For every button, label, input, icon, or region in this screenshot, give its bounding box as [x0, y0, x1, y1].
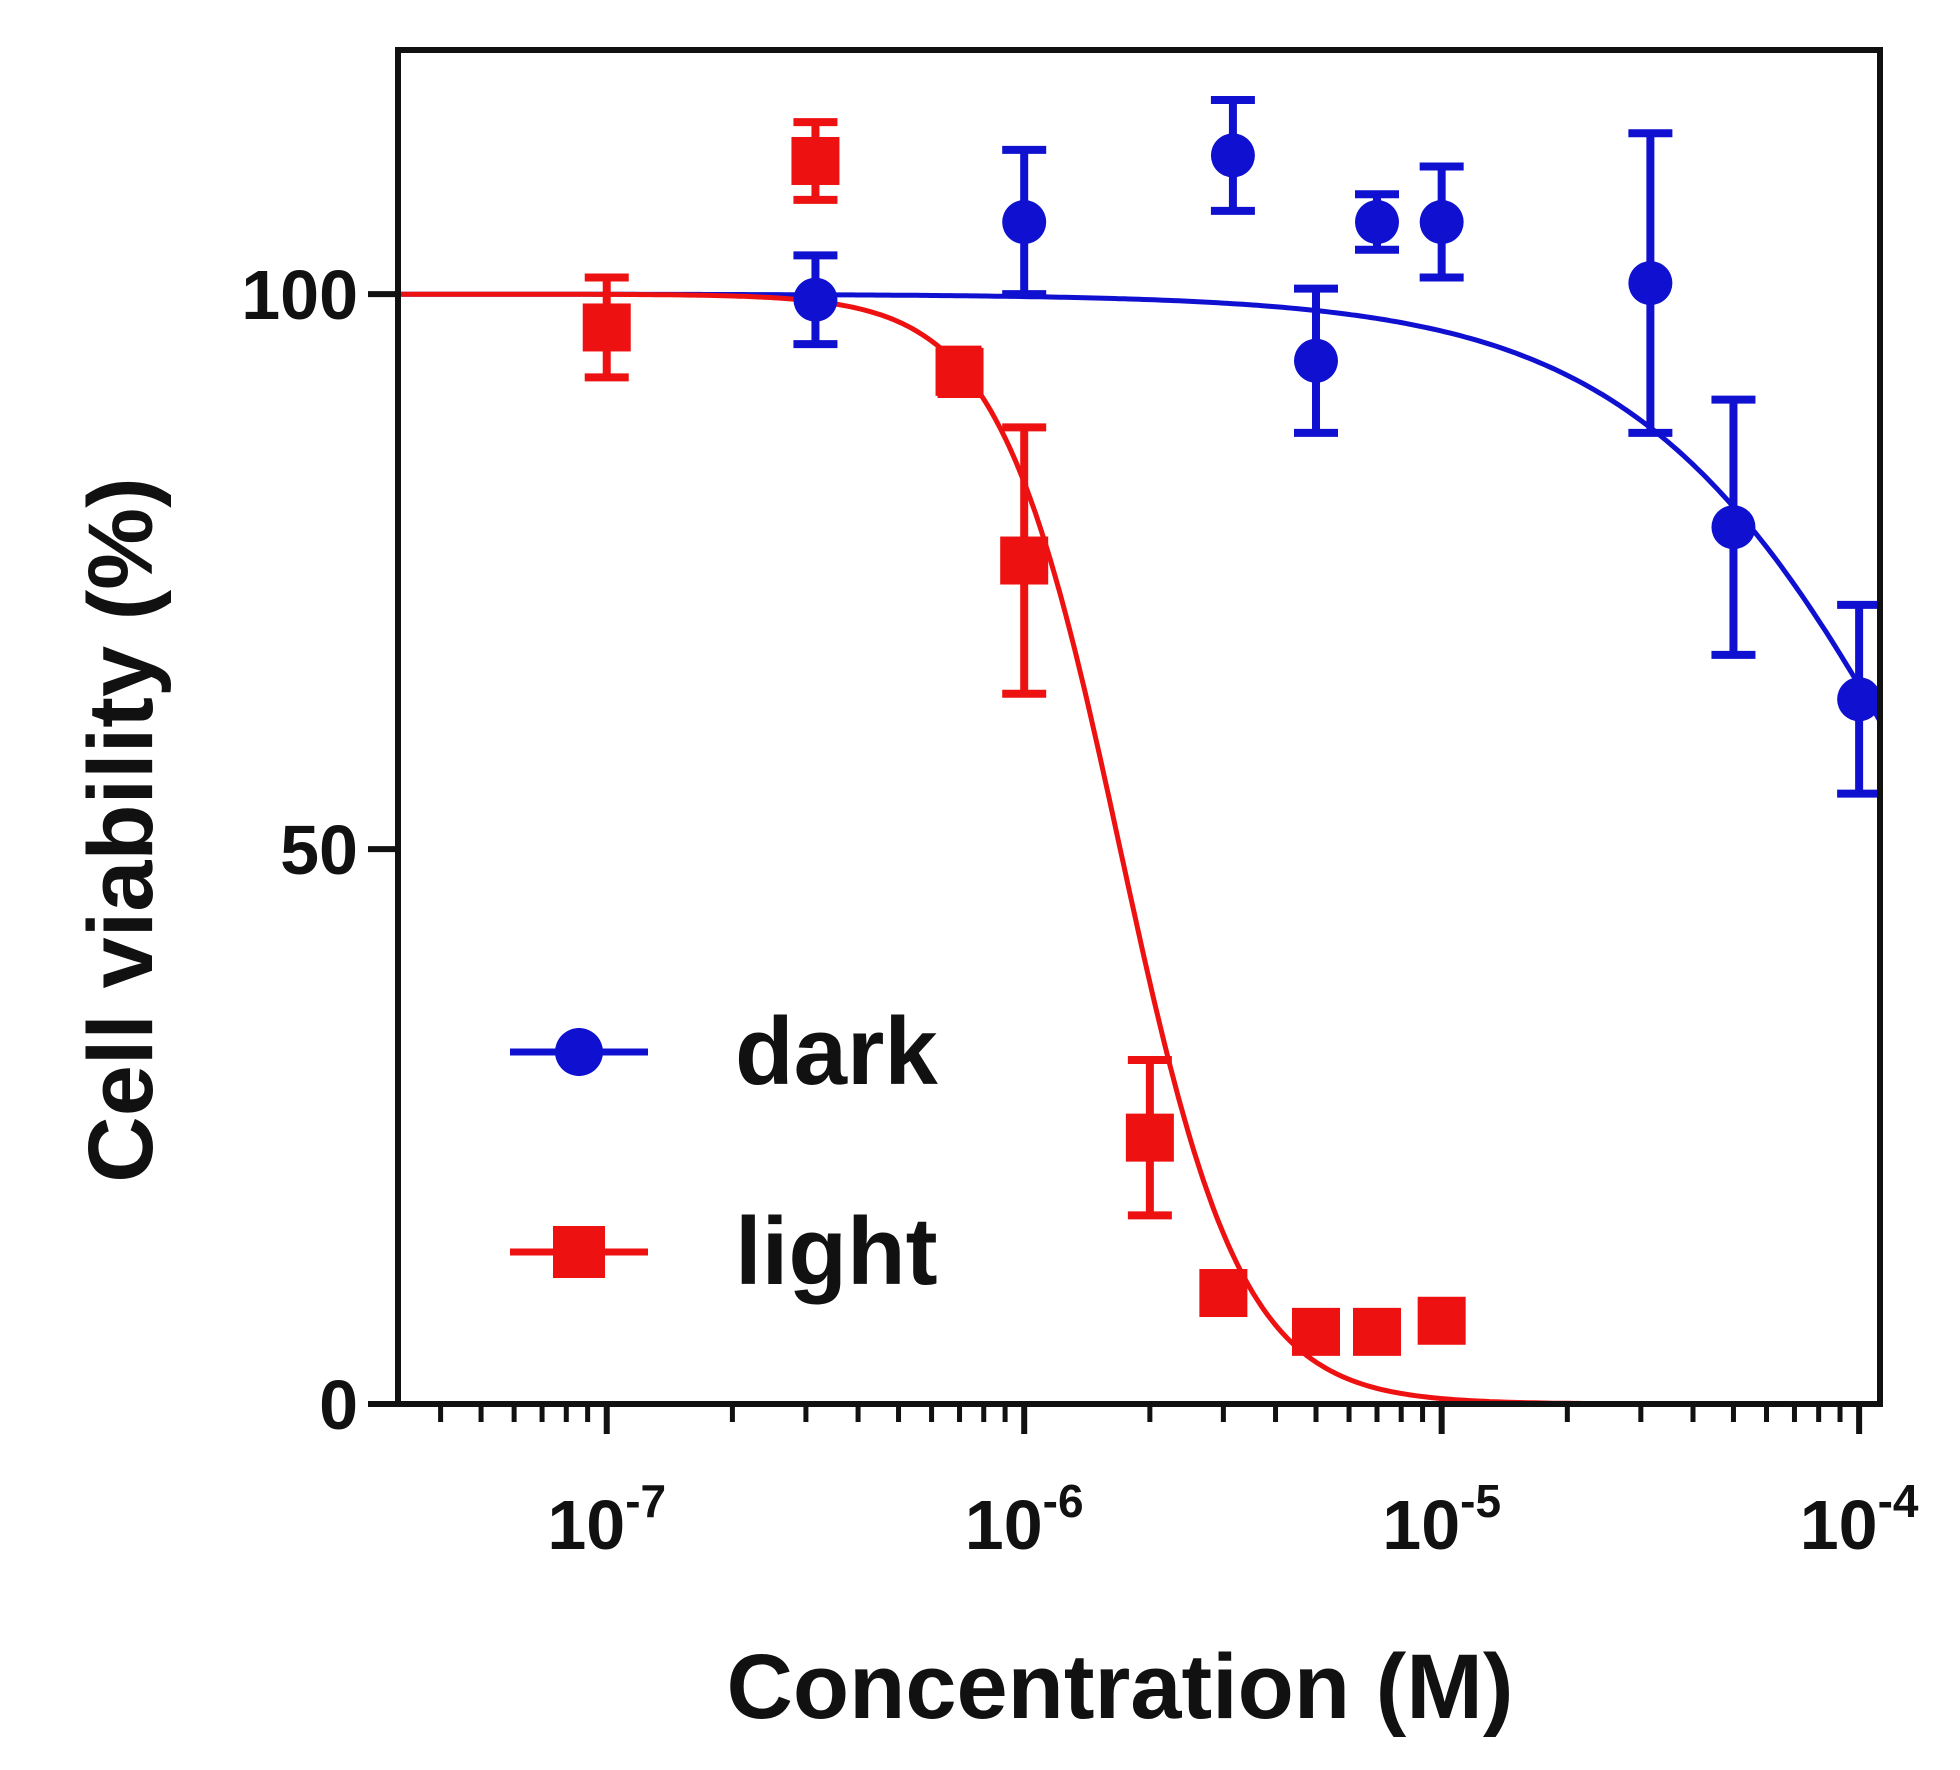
light-point [582, 303, 631, 352]
dark-point [1711, 505, 1756, 550]
light-point [791, 136, 840, 185]
light-point [1417, 1296, 1466, 1345]
legend-marker-dark [555, 1028, 603, 1076]
x-tick-label--4: 10-4 [1800, 1475, 1919, 1564]
dark-point [1628, 261, 1673, 306]
dark-fit-curve [398, 291, 1883, 723]
legend: dark light [510, 998, 938, 1305]
legend-item-light: light [510, 1198, 938, 1305]
dark-point [1837, 677, 1882, 722]
dark-point [1354, 200, 1399, 245]
light-point [1125, 1113, 1174, 1162]
x-tick-label--6: 10-6 [965, 1475, 1084, 1564]
light-point [1291, 1307, 1340, 1356]
dark-point [1419, 200, 1464, 245]
y-tick-label-100: 100 [241, 256, 358, 334]
legend-label-light: light [735, 1198, 938, 1305]
x-tick-label--7: 10-7 [547, 1475, 666, 1564]
legend-item-dark: dark [510, 998, 938, 1105]
x-tick-label--5: 10-5 [1382, 1475, 1501, 1564]
light-point [1199, 1269, 1248, 1318]
data-points [582, 133, 1882, 1356]
plot-frame [395, 47, 1883, 1407]
fit-curves [398, 291, 1883, 1407]
dark-point [1293, 338, 1338, 383]
legend-marker-light [553, 1226, 605, 1278]
x-axis-title: Concentration (M) [726, 1636, 1513, 1738]
light-point [1000, 536, 1049, 585]
dark-point [1210, 133, 1255, 178]
error-bars [584, 95, 1882, 1353]
y-tick-label-0: 0 [319, 1366, 358, 1444]
light-fit-curve [398, 291, 1880, 1407]
y-tick-label-50: 50 [280, 811, 358, 889]
y-axis-title: Cell viability (%) [70, 477, 172, 1183]
axes: 0 50 100 10-7 10-6 10-5 10-4 [241, 47, 1919, 1564]
dark-point [1002, 200, 1047, 245]
light-point [935, 347, 984, 396]
legend-label-dark: dark [735, 998, 938, 1105]
dark-point [793, 277, 838, 322]
light-point [1352, 1307, 1401, 1356]
